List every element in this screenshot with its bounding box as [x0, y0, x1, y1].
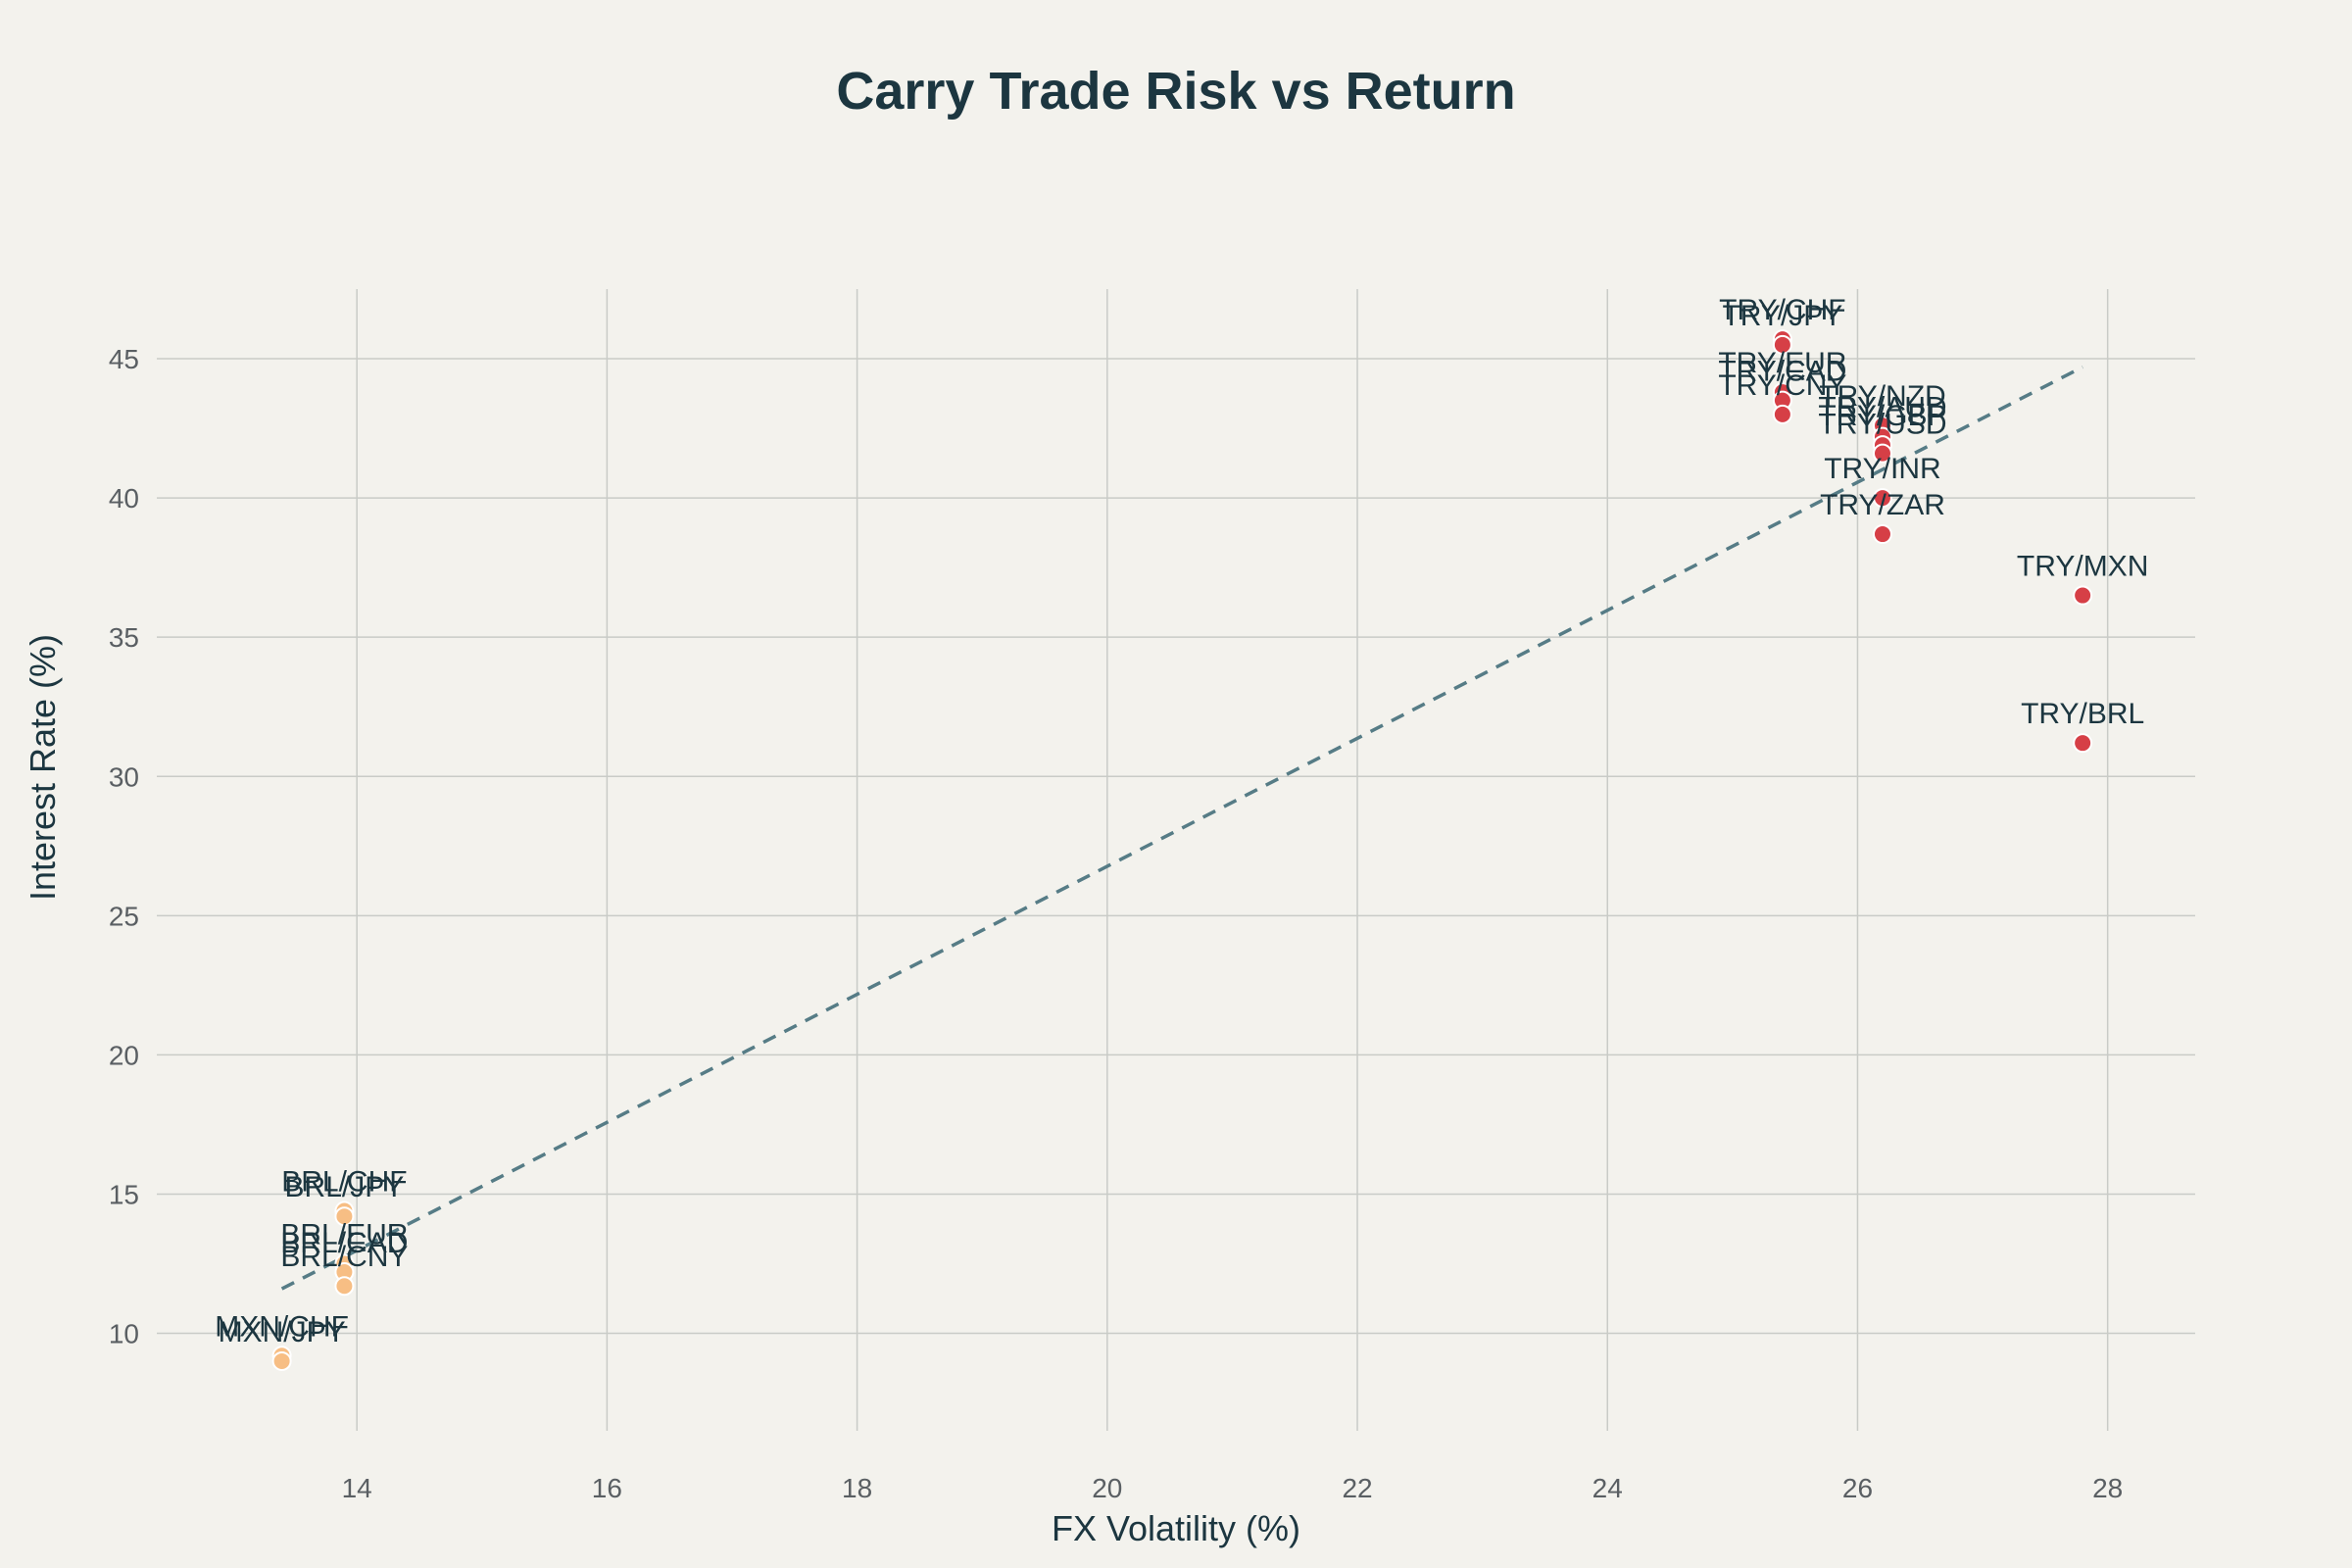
- point-label: BRL/JPY: [285, 1171, 405, 1203]
- y-axis-title: Interest Rate (%): [23, 634, 63, 901]
- point-label: TRY/INR: [1824, 453, 1940, 485]
- point-label: BRL/CHF: [281, 1166, 407, 1199]
- x-tick-label: 20: [1092, 1473, 1122, 1503]
- point-label: TRY/NZD: [1819, 380, 1945, 413]
- data-point: [1772, 334, 1792, 355]
- trend-line-group: [280, 366, 2083, 1291]
- point-label: MXN/CHF: [215, 1310, 349, 1343]
- x-tick-label: 18: [842, 1473, 872, 1503]
- y-tick-label: 15: [109, 1179, 139, 1209]
- point-label: TRY/GBP: [1818, 400, 1946, 432]
- grid-lines: [157, 289, 2195, 1431]
- point-label: BRL/CNY: [280, 1241, 408, 1273]
- point-label: TRY/EUR: [1718, 347, 1846, 379]
- y-tick-label: 20: [109, 1040, 139, 1070]
- point-label: BRL/EUR: [280, 1219, 408, 1251]
- y-tick-label: 40: [109, 483, 139, 514]
- point-label: TRY/USD: [1818, 409, 1946, 441]
- x-tick-label: 26: [1842, 1473, 1873, 1503]
- point-label: TRY/AUD: [1818, 392, 1946, 424]
- data-point: [2073, 733, 2093, 754]
- data-point: [1872, 443, 1892, 464]
- data-point: [1872, 488, 1892, 509]
- y-tick-label: 45: [109, 344, 139, 374]
- data-points: [271, 329, 2093, 1371]
- chart-title: Carry Trade Risk vs Return: [836, 62, 1516, 121]
- point-label: BRL/CAD: [280, 1227, 408, 1259]
- y-tick-label: 35: [109, 622, 139, 653]
- point-label: MXN/JPY: [219, 1316, 346, 1348]
- data-point: [271, 1350, 292, 1371]
- x-tick-label: 22: [1342, 1473, 1372, 1503]
- y-tick-label: 30: [109, 761, 139, 792]
- y-tick-label: 10: [109, 1319, 139, 1349]
- data-point: [1772, 404, 1792, 424]
- x-tick-label: 24: [1592, 1473, 1623, 1503]
- point-label: TRY/CHF: [1719, 294, 1845, 326]
- x-tick-label: 16: [592, 1473, 622, 1503]
- data-point: [1872, 524, 1892, 545]
- point-label: TRY/BRL: [2021, 698, 2144, 730]
- tick-labels: 14 16 18 20 22 24 26 28 10 15 20 25 30 35 40 45: [109, 344, 2123, 1503]
- point-label: TRY/JPY: [1722, 300, 1842, 332]
- x-axis-title: FX Volatility (%): [1052, 1508, 1300, 1548]
- point-label: TRY/ZAR: [1820, 489, 1945, 521]
- trend-line: [280, 366, 2083, 1291]
- data-point: [334, 1206, 355, 1227]
- y-tick-label: 25: [109, 901, 139, 931]
- point-label: TRY/CNY: [1718, 369, 1846, 402]
- data-point: [334, 1276, 355, 1297]
- x-tick-label: 14: [342, 1473, 372, 1503]
- x-tick-label: 28: [2092, 1473, 2123, 1503]
- data-point: [2073, 585, 2093, 606]
- point-label: TRY/MXN: [2017, 551, 2148, 583]
- point-label: TRY/CAD: [1718, 356, 1846, 388]
